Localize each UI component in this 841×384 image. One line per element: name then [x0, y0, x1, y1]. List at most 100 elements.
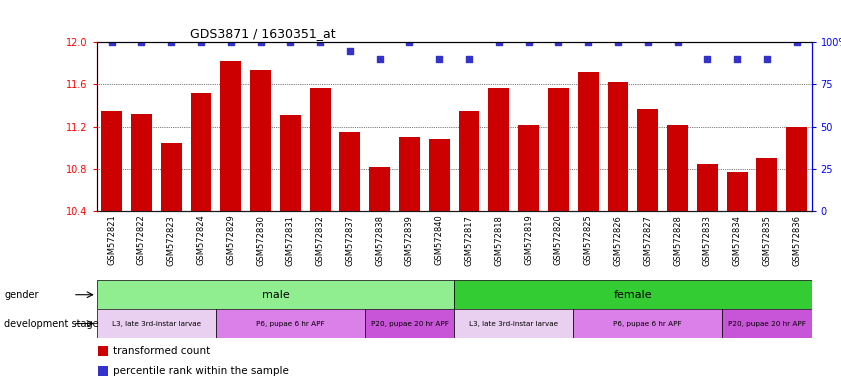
Point — [135, 39, 148, 45]
Text: GSM572827: GSM572827 — [643, 215, 653, 265]
Bar — [340, 132, 360, 211]
Text: male: male — [262, 290, 289, 300]
Text: P20, pupae 20 hr APF: P20, pupae 20 hr APF — [728, 321, 806, 326]
Bar — [429, 139, 450, 211]
Bar — [216, 211, 246, 280]
Bar — [578, 72, 599, 211]
Bar — [425, 211, 454, 280]
Point — [760, 56, 774, 62]
Point — [165, 39, 178, 45]
Bar — [727, 172, 748, 211]
Bar — [484, 211, 514, 280]
Bar — [454, 309, 574, 338]
Bar — [394, 211, 425, 280]
Text: P20, pupae 20 hr APF: P20, pupae 20 hr APF — [371, 321, 448, 326]
Point — [283, 39, 297, 45]
Bar — [782, 211, 812, 280]
Bar — [722, 309, 812, 338]
Bar — [156, 211, 186, 280]
Bar — [786, 127, 807, 211]
Bar — [335, 211, 365, 280]
Text: GSM572820: GSM572820 — [554, 215, 563, 265]
Text: GSM572823: GSM572823 — [167, 215, 176, 265]
Point — [552, 39, 565, 45]
Point — [463, 56, 476, 62]
Bar — [161, 142, 182, 211]
Point — [254, 39, 267, 45]
Point — [522, 39, 536, 45]
Text: GSM572833: GSM572833 — [703, 215, 711, 266]
Bar — [369, 167, 390, 211]
Bar — [692, 211, 722, 280]
Bar — [543, 211, 574, 280]
Text: GSM572840: GSM572840 — [435, 215, 444, 265]
Text: GSM572831: GSM572831 — [286, 215, 295, 265]
Text: GSM572818: GSM572818 — [495, 215, 503, 265]
Point — [194, 39, 208, 45]
Bar — [280, 115, 301, 211]
Bar — [97, 280, 454, 309]
Bar — [574, 309, 722, 338]
Bar — [637, 109, 659, 211]
Point — [105, 39, 119, 45]
Bar — [305, 211, 335, 280]
Bar — [126, 211, 156, 280]
Point — [790, 39, 803, 45]
Bar — [632, 211, 663, 280]
Bar — [548, 88, 569, 211]
Bar — [458, 111, 479, 211]
Text: GSM572817: GSM572817 — [464, 215, 473, 265]
Text: GSM572832: GSM572832 — [315, 215, 325, 265]
Bar — [607, 83, 628, 211]
Point — [432, 56, 446, 62]
Text: female: female — [614, 290, 652, 300]
Text: GSM572837: GSM572837 — [346, 215, 354, 266]
Point — [373, 56, 386, 62]
Bar — [186, 211, 216, 280]
Bar — [514, 211, 543, 280]
Bar — [365, 211, 394, 280]
Text: GSM572819: GSM572819 — [524, 215, 533, 265]
Bar — [309, 88, 331, 211]
Bar — [518, 124, 539, 211]
Point — [224, 39, 237, 45]
Point — [403, 39, 416, 45]
Bar — [603, 211, 632, 280]
Bar — [489, 88, 510, 211]
Text: GSM572826: GSM572826 — [613, 215, 622, 265]
Bar — [220, 61, 241, 211]
Text: gender: gender — [4, 290, 39, 300]
Bar — [454, 211, 484, 280]
Point — [730, 56, 743, 62]
Text: L3, late 3rd-instar larvae: L3, late 3rd-instar larvae — [112, 321, 201, 326]
Text: GSM572829: GSM572829 — [226, 215, 235, 265]
Text: L3, late 3rd-instar larvae: L3, late 3rd-instar larvae — [469, 321, 558, 326]
Bar — [454, 280, 812, 309]
Bar — [97, 309, 216, 338]
Text: GSM572821: GSM572821 — [107, 215, 116, 265]
Point — [671, 39, 685, 45]
Text: GSM572824: GSM572824 — [197, 215, 205, 265]
Bar — [97, 211, 126, 280]
Text: GSM572836: GSM572836 — [792, 215, 801, 266]
Bar — [250, 70, 271, 211]
Text: P6, pupae 6 hr APF: P6, pupae 6 hr APF — [613, 321, 682, 326]
Text: GSM572838: GSM572838 — [375, 215, 384, 266]
Bar — [216, 309, 365, 338]
Bar — [98, 366, 108, 376]
Bar — [399, 137, 420, 211]
Text: GSM572822: GSM572822 — [137, 215, 145, 265]
Bar — [752, 211, 782, 280]
Bar — [246, 211, 275, 280]
Text: GSM572839: GSM572839 — [405, 215, 414, 265]
Point — [611, 39, 625, 45]
Bar — [663, 211, 692, 280]
Text: GSM572834: GSM572834 — [733, 215, 742, 265]
Text: transformed count: transformed count — [113, 346, 210, 356]
Point — [492, 39, 505, 45]
Bar — [756, 159, 777, 211]
Point — [343, 48, 357, 54]
Bar — [131, 114, 152, 211]
Bar — [722, 211, 752, 280]
Bar — [697, 164, 717, 211]
